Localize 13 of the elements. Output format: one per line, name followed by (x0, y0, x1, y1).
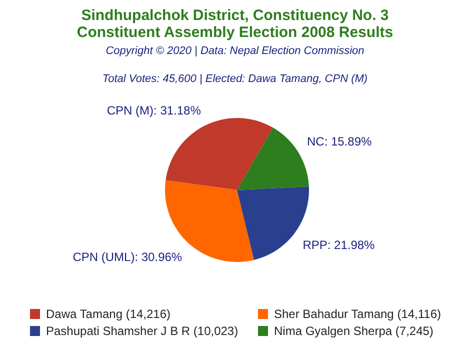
pie-slice (237, 128, 309, 190)
legend-label: Dawa Tamang (14,216) (46, 307, 171, 321)
chart-subtitle: Total Votes: 45,600 | Elected: Dawa Tamang, CPN (M) (102, 73, 368, 85)
data-label: CPN (M): 31.18% (106, 103, 202, 118)
text: Copyright © 2020 | Data: Nepal Election Commission (106, 45, 364, 57)
legend-label: Nima Gyalgen Sherpa (7,245) (274, 324, 434, 338)
pie-slice (166, 118, 273, 190)
chart-title: Sindhupalchok District, Constituency No. 3 Constituent Assembly Election 2008 Results (76, 7, 394, 41)
legend-label: Pashupati Shamsher J B R (10,023) (46, 324, 238, 338)
data-label: CPN (UML): 30.96% (72, 250, 182, 264)
legend-label: Sher Bahadur Tamang (14,116) (274, 307, 441, 321)
data-label: RPP: 21.98% (302, 238, 376, 252)
data-label: NC: 15.89% (306, 134, 372, 148)
